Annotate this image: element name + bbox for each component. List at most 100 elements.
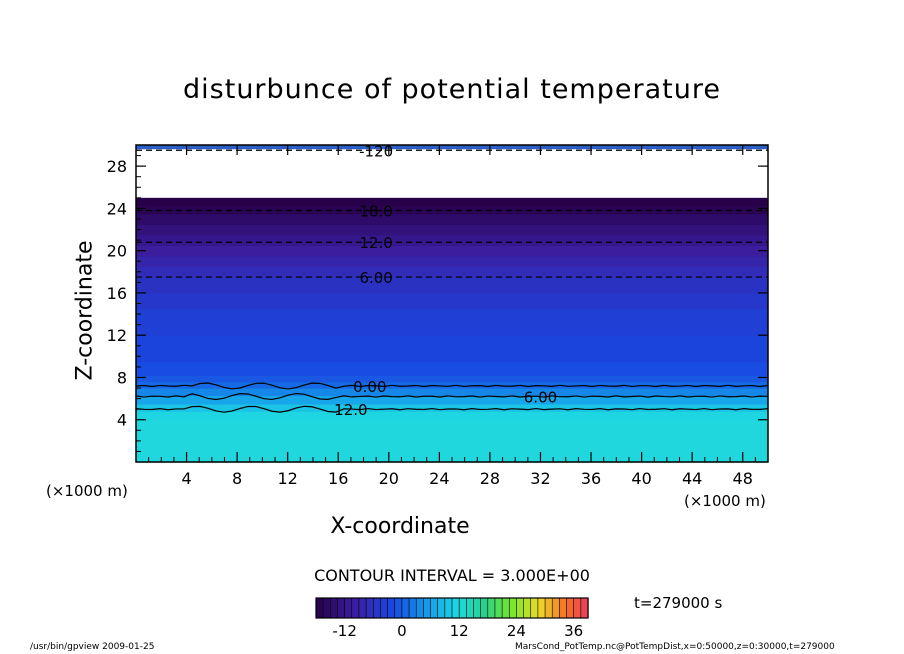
footer-program-date: /usr/bin/gpview 2009-01-25 <box>30 642 155 652</box>
x-tick-label: 20 <box>379 469 399 488</box>
colorbar-tick-label: 0 <box>397 622 407 640</box>
heatmap-band <box>136 213 768 225</box>
colorbar-segment <box>458 597 467 619</box>
heatmap-band <box>136 335 768 363</box>
colorbar-frame <box>315 597 589 619</box>
heatmap-band <box>136 197 768 206</box>
colorbar-segment <box>573 597 582 619</box>
x-tick-label: 36 <box>581 469 601 488</box>
x-axis-unit: (×1000 m) <box>684 492 766 510</box>
x-tick-label: 48 <box>733 469 753 488</box>
heatmap-band <box>136 224 768 236</box>
y-axis-label: Z-coordinate <box>72 240 98 381</box>
colorbar-segment <box>444 597 453 619</box>
heatmap-band <box>136 266 768 278</box>
contour-label: 6.00 <box>359 269 392 287</box>
x-tick-label: 16 <box>328 469 348 488</box>
x-tick-label: 8 <box>232 469 242 488</box>
contour-label: 6.00 <box>524 388 557 406</box>
colorbar-segment <box>351 597 360 619</box>
x-tick-label: 44 <box>682 469 702 488</box>
contour-label: 0.00 <box>353 378 386 396</box>
colorbar-segment <box>365 597 374 619</box>
heatmap-band <box>136 145 768 150</box>
colorbar-segment <box>372 597 382 619</box>
y-tick-label: 12 <box>107 326 127 345</box>
colorbar-segment <box>473 597 482 619</box>
contour-line <box>135 382 769 390</box>
colorbar-tick-label: 12 <box>449 622 469 640</box>
colorbar-segment <box>480 597 489 619</box>
y-tick-label: 4 <box>117 411 127 430</box>
colorbar-segment <box>551 597 560 619</box>
colorbar-segment <box>330 597 339 619</box>
colorbar-segment <box>415 597 424 619</box>
contour-interval-label: CONTOUR INTERVAL = 3.000E+00 <box>314 566 590 585</box>
footer-source: MarsCond_PotTemp.nc@PotTempDist,x=0:5000… <box>515 642 835 652</box>
heatmap-band <box>136 361 768 376</box>
colorbar-segment <box>387 597 396 619</box>
colorbar-segment <box>580 597 589 619</box>
colorbar-segment <box>344 597 353 619</box>
colorbar-segment <box>544 597 553 619</box>
y-tick-label: 20 <box>107 242 127 261</box>
colorbar-segment <box>394 597 403 619</box>
colorbar-segment <box>494 597 503 619</box>
heatmap-band <box>136 395 768 405</box>
colorbar-segment <box>423 597 432 619</box>
contour-label: 12.0 <box>359 234 392 252</box>
colorbar-segment <box>501 597 510 619</box>
x-axis-label: X-coordinate <box>330 514 470 539</box>
heatmap-band <box>136 388 768 397</box>
colorbar-tick-label: -12 <box>332 622 357 640</box>
time-label: t=279000 s <box>634 594 723 612</box>
heatmap-band <box>136 205 768 215</box>
heatmap-band <box>136 375 768 383</box>
x-tick-label: 32 <box>530 469 550 488</box>
colorbar-segment <box>358 597 367 619</box>
colorbar-segment <box>523 597 532 619</box>
y-tick-label: 28 <box>107 157 127 176</box>
chart-title: disturbunce of potential temperature <box>183 74 721 105</box>
heatmap-band <box>136 308 768 336</box>
colorbar-segment <box>559 597 568 619</box>
x-tick-label: 12 <box>278 469 298 488</box>
heatmap-band <box>136 245 768 257</box>
heatmap-band <box>136 419 768 463</box>
colorbar-tick-label: 24 <box>506 622 526 640</box>
colorbar-segment <box>466 597 475 619</box>
colorbar-segment <box>322 597 331 619</box>
colorbar-segment <box>516 597 525 619</box>
heatmap-band <box>136 292 768 310</box>
colorbar-segment <box>408 597 417 619</box>
colorbar-segment <box>430 597 439 619</box>
colorbar-segment <box>508 597 518 619</box>
colorbar-segment <box>437 597 446 619</box>
contour-label: 12.0 <box>334 401 367 419</box>
contour-label: 18.0 <box>359 203 392 221</box>
y-tick-label: 24 <box>107 199 127 218</box>
y-tick-label: 16 <box>107 284 127 303</box>
contour-label: -120 <box>359 142 393 160</box>
colorbar-segment <box>537 597 546 619</box>
contour-line <box>135 392 769 401</box>
x-tick-label: 4 <box>181 469 191 488</box>
heatmap-band <box>136 411 768 421</box>
colorbar-segment <box>487 597 496 619</box>
colorbar-segment <box>566 597 575 619</box>
heatmap-band <box>136 255 768 268</box>
x-tick-label: 40 <box>631 469 651 488</box>
x-tick-label: 24 <box>429 469 449 488</box>
colorbar-segment <box>337 597 346 619</box>
colorbar-segment <box>315 597 324 619</box>
y-axis-unit: (×1000 m) <box>46 482 128 500</box>
x-tick-label: 28 <box>480 469 500 488</box>
colorbar-segment <box>401 597 410 619</box>
y-tick-label: 8 <box>117 368 127 387</box>
heatmap-band <box>136 403 768 412</box>
colorbar-segment <box>451 597 460 619</box>
heatmap-band <box>136 234 768 246</box>
heatmap-band <box>136 277 768 294</box>
colorbar-tick-label: 36 <box>564 622 584 640</box>
